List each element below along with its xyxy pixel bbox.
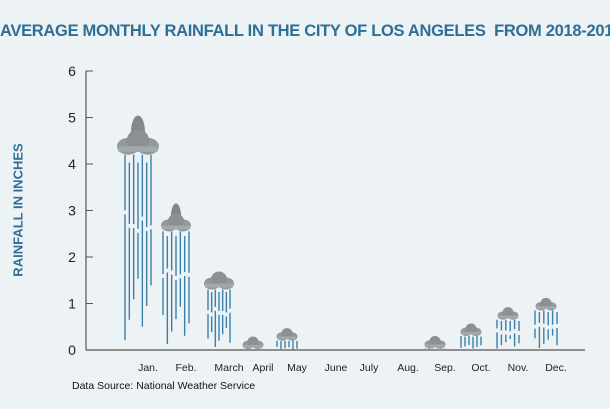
cloud-icon xyxy=(242,336,264,350)
cloud-icon xyxy=(535,297,557,311)
cloud-base xyxy=(243,344,263,348)
y-tick-label: 1 xyxy=(68,296,76,312)
cloud-base xyxy=(425,344,445,348)
rain-bar xyxy=(276,340,298,350)
cloud-icon xyxy=(276,328,298,341)
x-tick-label: April xyxy=(252,362,273,374)
cloud-base xyxy=(118,146,158,152)
cloud-puff xyxy=(465,323,477,335)
x-tick-labels: Jan. Feb. March April May June July Aug. Sep. Oct… xyxy=(138,362,567,374)
cloud-base xyxy=(461,331,481,335)
cloud-base xyxy=(498,315,518,319)
y-tick-label: 3 xyxy=(68,203,76,219)
x-tick-label: Feb. xyxy=(175,362,196,374)
rain-bar xyxy=(496,319,520,349)
y-tick-label: 2 xyxy=(68,249,76,265)
x-tick-label: Dec. xyxy=(545,362,567,374)
y-tick-label: 4 xyxy=(68,156,76,172)
rain-bar xyxy=(460,336,482,349)
cloud-base xyxy=(205,283,233,288)
data-source-note: Data Source: National Weather Service xyxy=(72,380,256,392)
cloud-base xyxy=(277,336,297,340)
x-tick-label: Nov. xyxy=(508,362,529,374)
bars xyxy=(124,154,558,350)
chart-title: AVERAGE MONTHLY RAINFALL IN THE CITY OF … xyxy=(0,22,610,40)
x-tick-label: Jan. xyxy=(138,362,158,374)
x-tick-label: Oct. xyxy=(471,362,490,374)
rain-bar xyxy=(207,289,231,347)
cloud-icon xyxy=(424,336,446,349)
x-tick-label: March xyxy=(214,362,243,374)
cloud-icon xyxy=(161,203,191,232)
cloud-base xyxy=(536,306,556,310)
rain-bar xyxy=(534,310,558,349)
clouds xyxy=(117,115,557,350)
x-tick-label: June xyxy=(325,362,348,374)
x-tick-label: May xyxy=(287,362,308,374)
rain-bar xyxy=(124,154,152,341)
x-tick-label: Aug. xyxy=(397,362,419,374)
cloud-icon xyxy=(204,271,234,290)
y-tick-label: 0 xyxy=(68,342,76,358)
cloud-base xyxy=(162,225,190,230)
y-tick-label: 5 xyxy=(68,110,76,126)
cloud-icon xyxy=(497,307,519,320)
cloud-icon xyxy=(460,323,482,337)
y-tick-labels: 0 1 2 3 4 5 6 xyxy=(68,63,76,358)
rain-bar xyxy=(162,231,190,345)
cloud-puff xyxy=(126,129,150,152)
x-tick-label: July xyxy=(360,362,379,374)
cloud-icon xyxy=(117,115,159,155)
y-tick-label: 6 xyxy=(68,63,76,79)
axes xyxy=(85,70,585,351)
x-tick-label: Sep. xyxy=(434,362,456,374)
